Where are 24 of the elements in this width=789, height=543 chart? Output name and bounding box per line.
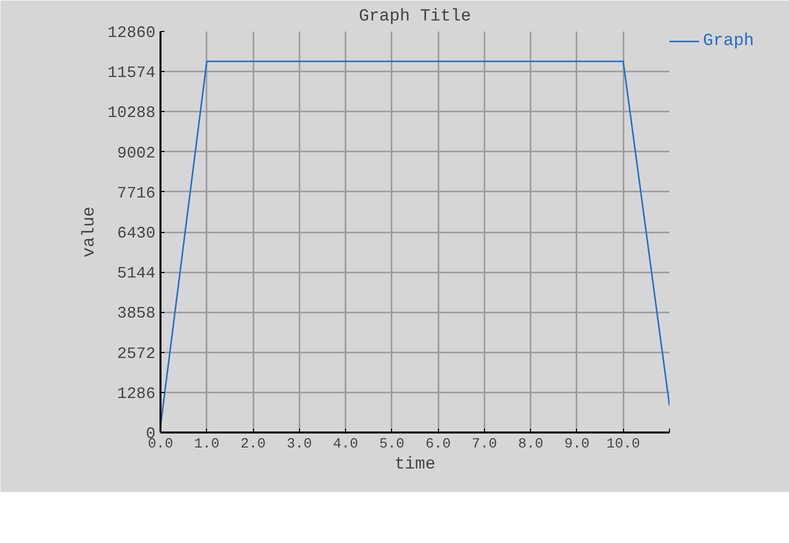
y-tick-label: 10288 xyxy=(107,104,156,122)
x-tick-label: 2.0 xyxy=(240,436,266,452)
y-tick-label: 7716 xyxy=(117,184,156,202)
y-axis-title: value xyxy=(80,206,100,258)
y-tick-label: 6430 xyxy=(117,224,156,242)
x-tick-label: 5.0 xyxy=(379,436,404,452)
x-tick-label: 4.0 xyxy=(332,436,358,452)
y-tick-label: 2572 xyxy=(117,344,156,363)
y-tick-label: 5144 xyxy=(117,264,156,283)
x-axis-title: time xyxy=(394,456,436,474)
x-tick-label: 7.0 xyxy=(472,436,498,452)
y-tick-label: 1286 xyxy=(117,384,156,403)
chart-title: Graph Title xyxy=(358,8,472,26)
y-tick-label: 3858 xyxy=(117,304,156,323)
x-tick-label: 9.0 xyxy=(564,436,590,452)
y-tick-label: 12860 xyxy=(107,24,156,42)
x-tick-label: 8.0 xyxy=(518,436,544,452)
y-tick-label: 9002 xyxy=(117,144,156,162)
x-tick-label: 3.0 xyxy=(286,436,312,452)
legend-label: Graph xyxy=(703,32,754,50)
x-tick-label: 6.0 xyxy=(426,436,451,452)
x-tick-label: 10.0 xyxy=(606,436,640,452)
y-tick-label: 11574 xyxy=(107,64,156,82)
x-tick-label: 1.0 xyxy=(194,436,220,452)
